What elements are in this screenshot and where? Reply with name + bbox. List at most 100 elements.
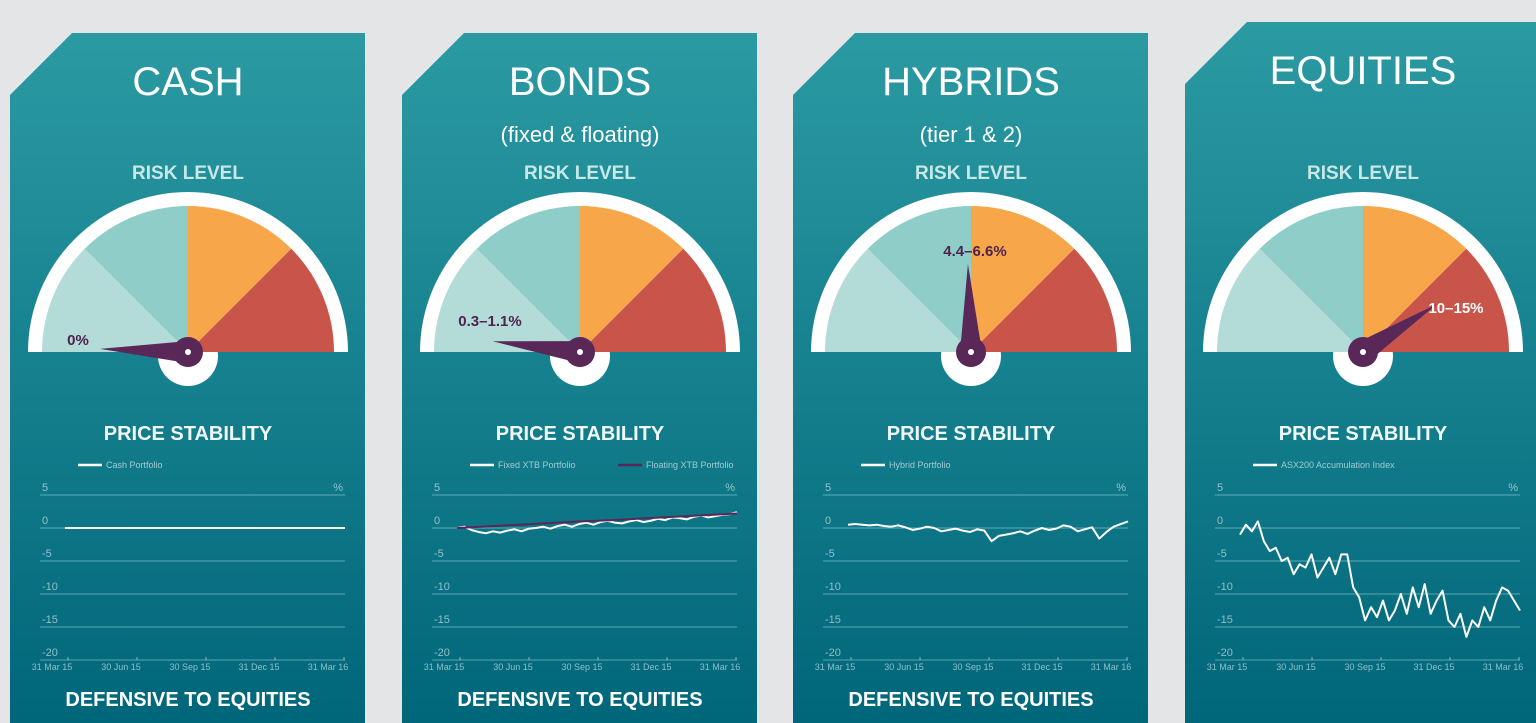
gauge-segment (188, 248, 334, 352)
legend-label: Cash Portfolio (106, 460, 163, 470)
y-tick-label: 5 (42, 482, 48, 494)
y-tick-label: -20 (42, 647, 58, 659)
gauge-segment (434, 248, 580, 352)
x-tick-label: 31 Dec 15 (1021, 662, 1062, 672)
panel-subtitle: (tier 1 & 2) (920, 122, 1023, 147)
panel-title: BONDS (509, 60, 651, 104)
x-tick-label: 30 Jun 15 (101, 662, 141, 672)
legend-label: Hybrid Portfolio (889, 460, 951, 470)
y-tick-label: 5 (434, 482, 440, 494)
y-tick-label: 5 (825, 482, 831, 494)
gauge-segment (580, 248, 726, 352)
y-tick-label: -20 (434, 647, 450, 659)
x-tick-label: 31 Mar 16 (1483, 662, 1524, 672)
gauge-label: 0.3–1.1% (458, 313, 521, 330)
gauge-segment (825, 248, 971, 352)
y-tick-label: 5 (1217, 482, 1223, 494)
x-tick-label: 30 Sep 15 (952, 662, 993, 672)
gauge-segment (971, 248, 1117, 352)
panel-subtitle: (fixed & floating) (501, 122, 660, 147)
x-tick-label: 30 Sep 15 (169, 662, 210, 672)
y-tick-label: -15 (825, 614, 841, 626)
gauge-dot (577, 349, 583, 355)
stability-label: PRICE STABILITY (887, 423, 1056, 445)
x-tick-label: 31 Mar 16 (1091, 662, 1132, 672)
gauge-label: 0% (67, 332, 89, 349)
gauge-dot (968, 349, 974, 355)
risk-label: RISK LEVEL (1307, 163, 1419, 184)
gauge-needle (100, 341, 189, 363)
x-tick-label: 30 Jun 15 (493, 662, 533, 672)
x-tick-label: 31 Dec 15 (1413, 662, 1454, 672)
panel-title: EQUITIES (1270, 49, 1457, 93)
series-line (456, 512, 738, 529)
y-tick-label: -5 (1217, 548, 1227, 560)
risk-label: RISK LEVEL (524, 163, 636, 184)
y-tick-label: -20 (825, 647, 841, 659)
x-tick-label: 31 Mar 16 (308, 662, 349, 672)
gauge-segment (580, 206, 684, 352)
gauge-dot (185, 349, 191, 355)
gauge-segment (1259, 206, 1363, 352)
y-unit: % (1508, 482, 1518, 494)
gauge-segment (188, 206, 292, 352)
risk-label: RISK LEVEL (132, 163, 244, 184)
gauge-segment (971, 206, 1075, 352)
footer: DEFENSIVE TO EQUITIES (65, 689, 310, 711)
gauge-label: 4.4–6.6% (943, 243, 1006, 260)
panel-title: HYBRIDS (882, 60, 1060, 104)
gauge-segment (867, 206, 971, 352)
y-tick-label: 0 (42, 515, 48, 527)
gauge-segment (1363, 206, 1467, 352)
y-tick-label: -5 (434, 548, 444, 560)
series-line (1239, 520, 1521, 638)
x-tick-label: 31 Mar 15 (32, 662, 73, 672)
gauge-segment (42, 248, 188, 352)
gauge-needle (492, 341, 582, 363)
x-tick-label: 31 Dec 15 (630, 662, 671, 672)
y-tick-label: -15 (434, 614, 450, 626)
x-tick-label: 30 Sep 15 (1344, 662, 1385, 672)
y-tick-label: -5 (825, 548, 835, 560)
x-tick-label: 31 Mar 15 (1207, 662, 1248, 672)
gauge-dot (1360, 349, 1366, 355)
y-unit: % (1116, 482, 1126, 494)
x-tick-label: 31 Mar 15 (815, 662, 856, 672)
legend-label: Fixed XTB Portfolio (498, 460, 576, 470)
x-tick-label: 31 Dec 15 (238, 662, 279, 672)
gauge-segment (476, 206, 580, 352)
y-unit: % (725, 482, 735, 494)
x-tick-label: 30 Jun 15 (1276, 662, 1316, 672)
gauge-label: 10–15% (1428, 300, 1483, 317)
risk-label: RISK LEVEL (915, 163, 1027, 184)
series-line (456, 511, 738, 535)
y-tick-label: -15 (42, 614, 58, 626)
x-tick-label: 30 Jun 15 (884, 662, 924, 672)
y-tick-label: -10 (42, 581, 58, 593)
y-tick-label: -10 (825, 581, 841, 593)
footer: DEFENSIVE TO EQUITIES (848, 689, 1093, 711)
x-tick-label: 31 Mar 16 (700, 662, 741, 672)
series-line (847, 520, 1129, 543)
stability-label: PRICE STABILITY (104, 423, 273, 445)
x-tick-label: 30 Sep 15 (561, 662, 602, 672)
x-tick-label: 31 Mar 15 (424, 662, 465, 672)
stability-label: PRICE STABILITY (496, 423, 665, 445)
gauge-needle (960, 264, 982, 353)
y-tick-label: -10 (1217, 581, 1233, 593)
y-tick-label: -5 (42, 548, 52, 560)
panel-title: CASH (132, 60, 243, 104)
gauge-segment (1217, 248, 1363, 352)
y-tick-label: -15 (1217, 614, 1233, 626)
y-tick-label: -20 (1217, 647, 1233, 659)
legend-label: ASX200 Accumulation Index (1281, 460, 1395, 470)
y-tick-label: -10 (434, 581, 450, 593)
stability-label: PRICE STABILITY (1279, 423, 1448, 445)
y-tick-label: 0 (434, 515, 440, 527)
legend-label: Floating XTB Portfolio (646, 460, 734, 470)
gauge-segment (84, 206, 188, 352)
y-tick-label: 0 (825, 515, 831, 527)
footer: DEFENSIVE TO EQUITIES (457, 689, 702, 711)
y-unit: % (333, 482, 343, 494)
